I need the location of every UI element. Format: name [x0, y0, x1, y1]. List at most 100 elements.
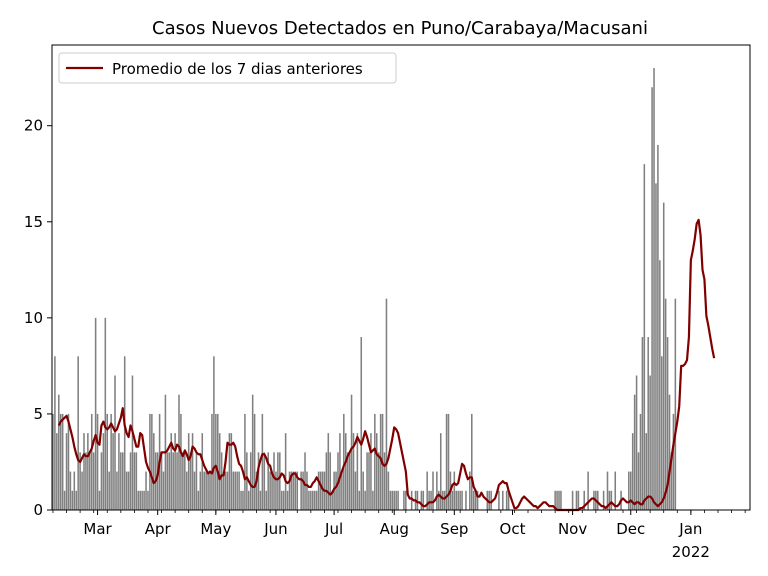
bar: [67, 413, 70, 510]
bar: [193, 471, 196, 510]
bar: [162, 471, 165, 510]
bar: [422, 490, 425, 510]
bar: [577, 490, 580, 510]
bar: [277, 452, 279, 510]
bar: [438, 490, 440, 510]
bar: [96, 413, 99, 510]
bar: [505, 490, 508, 510]
bar: [360, 337, 363, 510]
bar: [459, 490, 461, 510]
bar: [304, 452, 306, 510]
bar: [87, 433, 89, 510]
x-tick-label: Jan: [678, 520, 702, 538]
bar: [213, 356, 215, 510]
bar: [469, 471, 471, 510]
legend: Promedio de los 7 dias anteriores: [58, 52, 397, 84]
bar: [343, 413, 345, 510]
bar: [246, 452, 248, 510]
bar: [83, 433, 85, 510]
bar: [120, 452, 122, 510]
bar: [77, 356, 79, 510]
bar: [426, 471, 428, 510]
bar: [282, 490, 285, 510]
bar: [139, 490, 141, 510]
bar: [244, 413, 246, 510]
bar: [112, 433, 114, 510]
bar: [230, 433, 233, 510]
bar: [587, 471, 589, 510]
bar: [108, 471, 110, 510]
bar: [502, 490, 504, 510]
bar: [356, 433, 359, 510]
bar: [657, 144, 659, 511]
bar: [350, 394, 353, 510]
bar: [447, 413, 450, 510]
bar: [209, 471, 211, 510]
bar: [472, 490, 475, 510]
bar: [370, 433, 372, 510]
plot-frame: [51, 44, 751, 511]
bar: [288, 471, 291, 510]
bar: [234, 471, 236, 510]
bar: [348, 452, 351, 510]
bar: [207, 471, 209, 510]
bar: [168, 452, 171, 510]
bar: [507, 490, 510, 510]
bar: [474, 490, 477, 510]
y-tick-label: 15: [24, 213, 43, 231]
bar: [69, 471, 72, 510]
bar: [85, 452, 87, 510]
bar: [174, 433, 176, 510]
bar: [73, 471, 76, 510]
bar: [375, 433, 378, 510]
moving-average-line: [57, 218, 716, 512]
bar: [240, 490, 242, 510]
bar: [575, 490, 578, 510]
bar: [608, 490, 611, 510]
bar: [271, 471, 273, 510]
x-tick-label: May: [200, 520, 231, 538]
bar: [490, 490, 492, 510]
x-tick-label: Jun: [263, 520, 287, 538]
bar: [94, 317, 97, 510]
bar: [279, 452, 281, 510]
bar: [593, 490, 595, 510]
bar: [242, 490, 244, 510]
bar: [133, 452, 136, 510]
bar: [606, 471, 609, 510]
bar: [397, 490, 399, 510]
bar: [374, 413, 376, 510]
bar: [182, 452, 184, 510]
bar: [635, 375, 638, 510]
bar: [284, 433, 287, 510]
bar: [54, 356, 56, 510]
bar: [629, 471, 632, 510]
legend-box: [58, 52, 397, 84]
bar: [368, 452, 370, 510]
x-tick-label: Nov: [558, 520, 587, 538]
bar: [151, 413, 153, 510]
bar: [215, 413, 217, 510]
bar: [172, 452, 174, 510]
bar: [461, 490, 463, 510]
bar: [195, 452, 198, 510]
bar: [420, 490, 423, 510]
chart-title: Casos Nuevos Detectados en Puno/Carabaya…: [152, 18, 648, 39]
bar: [498, 490, 500, 510]
bar: [664, 298, 667, 510]
bar: [470, 413, 473, 510]
bar: [306, 471, 308, 510]
legend-label: Promedio de los 7 dias anteriores: [112, 60, 363, 78]
bar-series: [52, 68, 677, 511]
bar: [273, 452, 275, 510]
bar: [90, 413, 93, 510]
bar: [187, 433, 190, 510]
bar: [149, 413, 151, 510]
bar: [218, 433, 221, 510]
bar: [432, 471, 434, 510]
bar: [354, 471, 357, 510]
bar: [325, 452, 328, 510]
bar: [302, 471, 304, 510]
bar: [405, 490, 407, 510]
bar: [197, 490, 200, 510]
